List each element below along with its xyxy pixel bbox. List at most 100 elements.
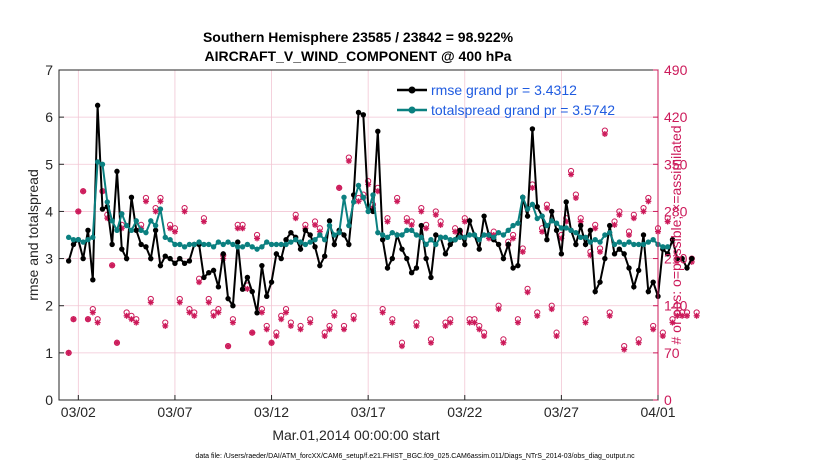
asterisk-stroke: [447, 319, 453, 326]
obs-assimilated-marker: [693, 312, 700, 319]
y-tick-label-right: 490: [664, 62, 688, 78]
series-point-rmse: [626, 265, 632, 271]
series-point-totalspread: [370, 192, 376, 198]
series-point-rmse: [544, 237, 550, 243]
series-point-rmse: [384, 265, 391, 271]
series-point-totalspread: [437, 234, 444, 241]
y-tick-label-right: 210: [664, 251, 688, 267]
obs-assimilated-marker: [519, 248, 526, 255]
series-point-rmse: [597, 279, 603, 285]
asterisk-stroke: [399, 343, 405, 349]
obs-assimilated-marker: [398, 343, 405, 350]
series-point-totalspread: [597, 239, 603, 245]
obs-assimilated-marker: [640, 208, 647, 215]
series-point-totalspread: [186, 241, 193, 248]
obs-assimilated-marker: [181, 208, 188, 215]
series-point-rmse: [268, 279, 275, 285]
obs-assimilated-marker: [659, 333, 666, 340]
asterisk-stroke: [249, 330, 255, 336]
series-point-rmse: [674, 255, 681, 262]
series-point-rmse: [389, 255, 396, 262]
series-point-rmse: [408, 270, 415, 276]
asterisk-stroke: [539, 229, 545, 235]
series-point-totalspread: [80, 239, 86, 245]
series-point-totalspread: [196, 239, 202, 245]
asterisk-stroke: [225, 343, 231, 349]
asterisk-stroke: [616, 212, 622, 218]
asterisk-stroke: [636, 340, 642, 346]
series-point-totalspread: [336, 229, 342, 236]
obs-assimilated-marker: [553, 333, 560, 340]
obs-assimilated-marker: [331, 312, 338, 319]
obs-assimilated-marker: [162, 322, 169, 329]
legend-marker-totalspread: [408, 106, 416, 114]
series-point-rmse: [621, 251, 627, 257]
x-tick-label: 03/22: [447, 404, 482, 420]
obs-assimilated-marker: [534, 312, 541, 319]
asterisk-stroke: [578, 218, 584, 225]
series-point-rmse: [326, 218, 333, 224]
series-point-rmse: [307, 232, 313, 238]
obs-assimilated-marker: [113, 339, 120, 346]
series-point-rmse: [312, 244, 318, 250]
asterisk-stroke: [442, 323, 449, 329]
series-point-totalspread: [384, 234, 391, 241]
series-point-totalspread: [268, 241, 275, 248]
obs-assimilated-marker: [341, 326, 348, 333]
obs-assimilated-marker: [413, 322, 420, 329]
series-point-totalspread: [505, 227, 511, 233]
obs-assimilated-marker: [186, 309, 193, 316]
series-point-totalspread: [138, 227, 144, 233]
series-point-rmse: [235, 239, 241, 245]
asterisk-stroke: [611, 222, 618, 228]
series-point-totalspread: [355, 182, 362, 189]
obs-assimilated-marker: [345, 157, 352, 164]
asterisk-stroke: [660, 333, 666, 339]
series-point-rmse: [273, 251, 280, 257]
obs-assimilated-marker: [495, 306, 502, 313]
obs-assimilated-marker: [630, 215, 637, 222]
series-point-rmse: [375, 128, 381, 134]
obs-assimilated-marker: [239, 225, 246, 232]
series-point-totalspread: [167, 237, 173, 243]
series-point-totalspread: [394, 232, 400, 238]
series-point-totalspread: [486, 232, 492, 238]
series-point-rmse: [447, 241, 453, 248]
obs-assimilated-marker: [510, 235, 517, 242]
obs-assimilated-marker: [75, 208, 82, 215]
obs-assimilated-marker: [350, 316, 357, 323]
obs-assimilated-marker: [597, 248, 604, 255]
series-point-totalspread: [602, 232, 608, 238]
series-point-totalspread: [578, 234, 584, 241]
series-point-totalspread: [635, 241, 642, 248]
asterisk-stroke: [215, 309, 221, 316]
series-point-rmse: [418, 222, 424, 229]
series-point-totalspread: [360, 194, 367, 200]
obs-assimilated-marker: [249, 329, 256, 336]
obs-assimilated-marker: [80, 188, 87, 195]
legend-label-rmse: rmse grand pr = 3.4312: [431, 82, 577, 98]
obs-assimilated-marker: [292, 215, 299, 222]
series-point-totalspread: [206, 241, 212, 248]
series-point-rmse: [645, 288, 652, 295]
obs-assimilated-marker: [215, 309, 222, 316]
obs-assimilated-marker: [543, 205, 550, 212]
series-point-totalspread: [326, 222, 333, 229]
asterisk-stroke: [394, 198, 400, 204]
series-point-totalspread: [109, 218, 115, 224]
obs-assimilated-marker: [254, 235, 261, 242]
series-point-totalspread: [201, 241, 207, 248]
series-point-totalspread: [152, 222, 159, 229]
obs-assimilated-marker: [403, 218, 410, 225]
series-point-totalspread: [65, 234, 72, 241]
asterisk-stroke: [525, 289, 531, 295]
series-point-rmse: [244, 274, 251, 281]
asterisk-stroke: [665, 218, 671, 225]
obs-assimilated-marker: [142, 198, 149, 205]
series-point-totalspread: [307, 239, 313, 245]
asterisk-stroke: [167, 225, 173, 231]
y-tick-label-left: 4: [45, 203, 53, 219]
series-point-rmse: [133, 227, 139, 233]
legend: rmse grand pr = 3.4312 totalspread grand…: [397, 82, 615, 118]
obs-assimilated-marker: [65, 349, 72, 356]
